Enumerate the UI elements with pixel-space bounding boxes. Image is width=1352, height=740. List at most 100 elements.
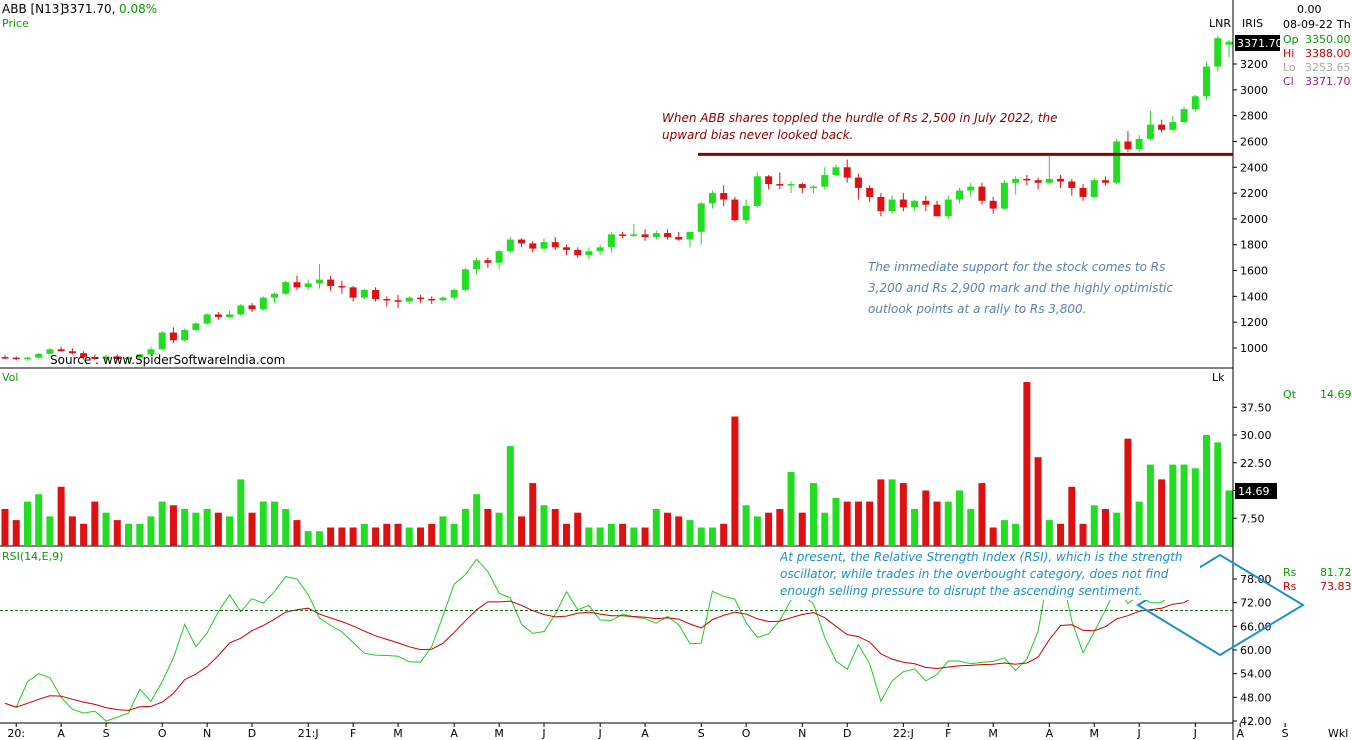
- volume-bar: [540, 505, 548, 546]
- time-tick-label: D: [843, 727, 851, 740]
- volume-bar: [664, 512, 672, 546]
- time-axis: 20: A S O N D 21:J F M A M J J A S O N D 22:J F M A M J J A S: [7, 723, 1289, 740]
- volume-bar: [899, 483, 907, 546]
- volume-bar: [372, 527, 380, 546]
- price-tick-label: 1800: [1240, 239, 1268, 252]
- candle-body: [619, 234, 627, 236]
- volume-bar: [978, 483, 986, 546]
- candle-body: [1012, 178, 1020, 183]
- price-tick-label: 1200: [1240, 316, 1268, 329]
- volume-bar: [708, 527, 716, 546]
- volume-bar: [810, 483, 818, 546]
- volume-bar: [349, 527, 357, 546]
- price-y-axis: 1000 1200 1400 1600 1800 2000 2200 2400 2600 2800…: [1233, 58, 1268, 355]
- volume-bar: [922, 490, 930, 546]
- volume-bar: [461, 509, 469, 546]
- volume-label: Vol: [2, 371, 18, 384]
- rsi-legend-label-2: Rs: [1283, 580, 1297, 593]
- candle-body: [1146, 124, 1154, 139]
- price-tag: 3371.70: [1237, 37, 1283, 50]
- candle-body: [416, 297, 424, 300]
- candle-body: [1225, 41, 1233, 45]
- volume-bar: [944, 501, 952, 546]
- candle-body: [439, 297, 447, 301]
- time-tick-label: 20:: [7, 727, 25, 740]
- candle-body: [405, 297, 413, 302]
- volume-bar: [1225, 490, 1233, 546]
- candle-body: [787, 184, 795, 186]
- volume-bar: [1214, 442, 1222, 546]
- volume-bar: [237, 479, 245, 546]
- volume-bar: [1034, 457, 1042, 546]
- volume-bar: [91, 501, 99, 546]
- rsi-label: RSI(14,E,9): [2, 550, 63, 563]
- rsi-y-axis: 42.00 48.00 54.00 60.00 66.00 72.00 78.00: [1233, 573, 1272, 728]
- candle-body: [518, 239, 526, 244]
- volume-bar: [1000, 520, 1008, 546]
- time-tick-label: J: [1137, 727, 1141, 740]
- candle-body: [1113, 141, 1121, 183]
- price-tick-label: 1000: [1240, 342, 1268, 355]
- volume-bar: [1101, 509, 1109, 546]
- volume-bar: [1135, 501, 1143, 546]
- candle-body: [473, 260, 481, 270]
- volume-bar: [506, 446, 514, 546]
- time-tick-label: F: [945, 727, 951, 740]
- time-tick-label: M: [1089, 727, 1099, 740]
- candle-body: [383, 298, 391, 301]
- volume-bar: [765, 512, 773, 546]
- corner-value: 0.00: [1297, 3, 1322, 16]
- symbol: ABB [N13]: [2, 2, 64, 16]
- volume-bar: [428, 523, 436, 546]
- volume-bar: [203, 509, 211, 546]
- price-tick-label: 2600: [1240, 135, 1268, 148]
- time-tick-label: A: [1046, 727, 1054, 740]
- volume-bar: [1191, 468, 1199, 546]
- volume-bar: [1023, 382, 1031, 546]
- candle-body: [147, 349, 155, 355]
- candle-body: [1023, 178, 1031, 181]
- volume-bar: [416, 527, 424, 546]
- candle-body: [450, 289, 458, 298]
- volume-tick-label: 30.00: [1240, 429, 1272, 442]
- candle-body: [46, 349, 54, 354]
- volume-bar: [293, 520, 301, 546]
- candle-body: [720, 193, 728, 200]
- rsi-lines: [4, 558, 1196, 722]
- volume-tick-label: 7.50: [1240, 512, 1265, 525]
- rsi-legend-value-1: 81.72: [1320, 566, 1352, 579]
- candle-body: [776, 184, 784, 186]
- volume-bar: [1, 509, 9, 546]
- last-price: 3371.70,: [62, 2, 115, 16]
- candle-body: [1068, 181, 1076, 188]
- close-value: 3371.70: [1305, 75, 1351, 88]
- volume-bar: [192, 512, 200, 546]
- volume-bar: [843, 501, 851, 546]
- candle-body: [35, 353, 43, 358]
- volume-bar: [551, 509, 559, 546]
- volume-bar: [1045, 520, 1053, 546]
- volume-bar: [596, 527, 604, 546]
- volume-bar: [23, 501, 31, 546]
- volume-bar: [720, 523, 728, 546]
- candle-body: [922, 200, 930, 205]
- volume-bar: [80, 523, 88, 546]
- candle-body: [1000, 182, 1008, 209]
- high-value: 3388.00: [1305, 47, 1351, 60]
- candle-body: [596, 247, 604, 252]
- candle-body: [1124, 141, 1132, 150]
- candle-body: [574, 249, 582, 256]
- candle-body: [798, 184, 806, 188]
- time-tick-label: M: [393, 727, 403, 740]
- volume-bar: [1079, 523, 1087, 546]
- open-value: 3350.00: [1305, 33, 1351, 46]
- price-tick-label: 2200: [1240, 187, 1268, 200]
- candle-body: [753, 176, 761, 206]
- volume-bar: [136, 523, 144, 546]
- volume-bar: [854, 501, 862, 546]
- candle-body: [967, 186, 975, 191]
- candle-body: [57, 349, 65, 352]
- volume-bar: [877, 479, 885, 546]
- time-tick-label: O: [158, 727, 167, 740]
